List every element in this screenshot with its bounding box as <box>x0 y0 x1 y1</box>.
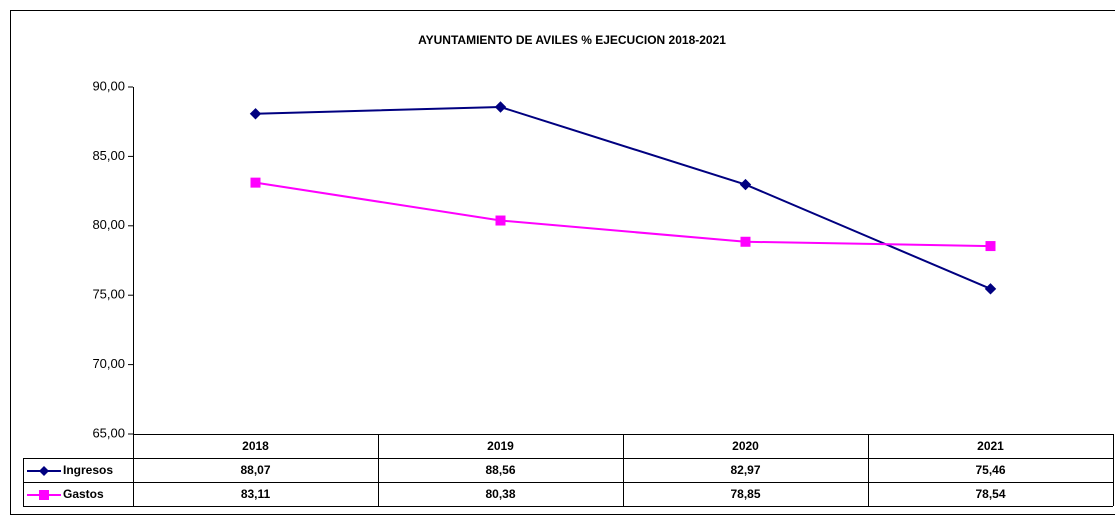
marker <box>740 236 751 247</box>
table-value: 83,11 <box>241 487 271 501</box>
y-tick-label: 75,00 <box>92 287 125 302</box>
x-tick-label: 2020 <box>732 439 759 453</box>
marker <box>494 101 507 113</box>
chart-title: AYUNTAMIENTO DE AVILES % EJECUCION 2018-… <box>418 33 726 47</box>
legend-marker <box>39 466 49 476</box>
legend-marker <box>39 490 49 500</box>
series-line <box>255 105 991 290</box>
marker <box>985 241 996 252</box>
x-tick-label: 2019 <box>487 439 514 453</box>
y-tick-label: 70,00 <box>92 356 125 371</box>
table-value: 80,38 <box>485 487 515 501</box>
y-tick-label: 90,00 <box>92 78 125 93</box>
series-line <box>255 181 991 248</box>
marker <box>250 177 261 188</box>
marker <box>495 215 506 226</box>
table-value: 88,07 <box>240 463 270 477</box>
table-value: 82,97 <box>730 463 760 477</box>
marker <box>984 283 997 295</box>
legend-label: Ingresos <box>63 463 113 477</box>
table-value: 88,56 <box>485 463 515 477</box>
x-tick-label: 2018 <box>242 439 269 453</box>
marker <box>249 108 262 120</box>
y-tick-label: 65,00 <box>92 425 125 440</box>
y-tick-label: 80,00 <box>92 217 125 232</box>
chart-border <box>10 10 1115 515</box>
table-value: 78,85 <box>730 487 760 501</box>
marker <box>739 178 752 191</box>
table-value: 78,54 <box>975 487 1005 501</box>
legend-label: Gastos <box>63 487 104 501</box>
table-value: 75,46 <box>975 463 1005 477</box>
x-tick-label: 2021 <box>977 439 1004 453</box>
y-tick-label: 85,00 <box>92 148 125 163</box>
